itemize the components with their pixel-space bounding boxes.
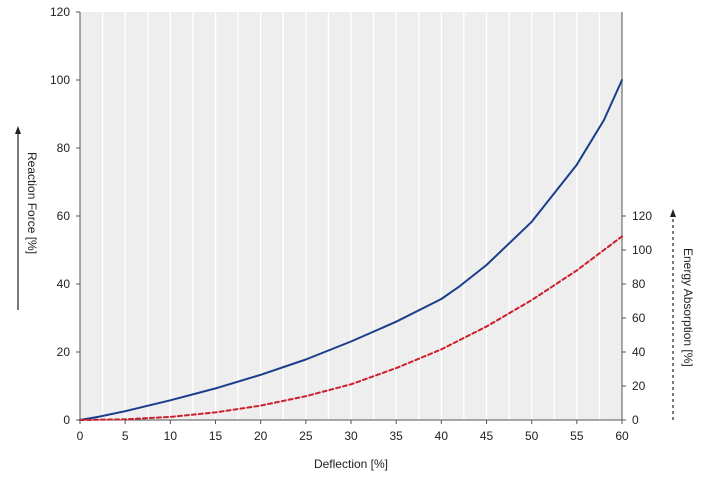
- left-axis-title: Reaction Force [%]: [25, 152, 39, 254]
- x-tick-label: 40: [435, 429, 449, 443]
- right-axis-title: Energy Absorption [%]: [681, 248, 695, 367]
- tick-labels: 0 5 10 15 20 25 30 35 40 45 50 55 600204060801001200…: [50, 5, 652, 443]
- y-left-tick-label: 100: [50, 73, 70, 87]
- x-tick-label: 10: [164, 429, 178, 443]
- reaction-force-line: [79, 79, 623, 421]
- grid-lines: [101, 12, 601, 420]
- y-right-tick-label: 100: [632, 243, 652, 257]
- left-axis-title-group: Reaction Force [%]: [15, 126, 39, 310]
- x-tick-label: 50: [525, 429, 539, 443]
- x-tick-label: 5: [122, 429, 129, 443]
- y-left-tick-label: 0: [63, 413, 70, 427]
- x-tick-label: 45: [480, 429, 494, 443]
- x-tick-label: 0: [77, 429, 84, 443]
- x-tick-label: 60: [615, 429, 629, 443]
- y-right-tick-label: 0: [632, 413, 639, 427]
- x-tick-label: 20: [254, 429, 268, 443]
- x-tick-label: 55: [570, 429, 584, 443]
- y-left-tick-label: 80: [57, 141, 71, 155]
- y-left-tick-label: 20: [57, 345, 71, 359]
- y-right-tick-label: 60: [632, 311, 646, 325]
- y-right-tick-label: 20: [632, 379, 646, 393]
- y-right-tick-label: 80: [632, 277, 646, 291]
- series-lines: [79, 79, 623, 421]
- x-axis-title: Deflection [%]: [314, 457, 388, 471]
- y-right-tick-label: 40: [632, 345, 646, 359]
- x-tick-label: 25: [299, 429, 313, 443]
- y-left-tick-label: 120: [50, 5, 70, 19]
- left-axis-arrowhead: [15, 126, 21, 134]
- x-tick-label: 35: [389, 429, 403, 443]
- right-axis-title-group: Energy Absorption [%]: [670, 209, 695, 420]
- x-tick-label: 30: [344, 429, 358, 443]
- y-left-tick-label: 40: [57, 277, 71, 291]
- x-tick-label: 15: [209, 429, 223, 443]
- right-axis-arrowhead: [670, 209, 676, 217]
- energy-absorption-line: [79, 235, 623, 421]
- y-left-tick-label: 60: [57, 209, 71, 223]
- y-right-tick-label: 120: [632, 209, 652, 223]
